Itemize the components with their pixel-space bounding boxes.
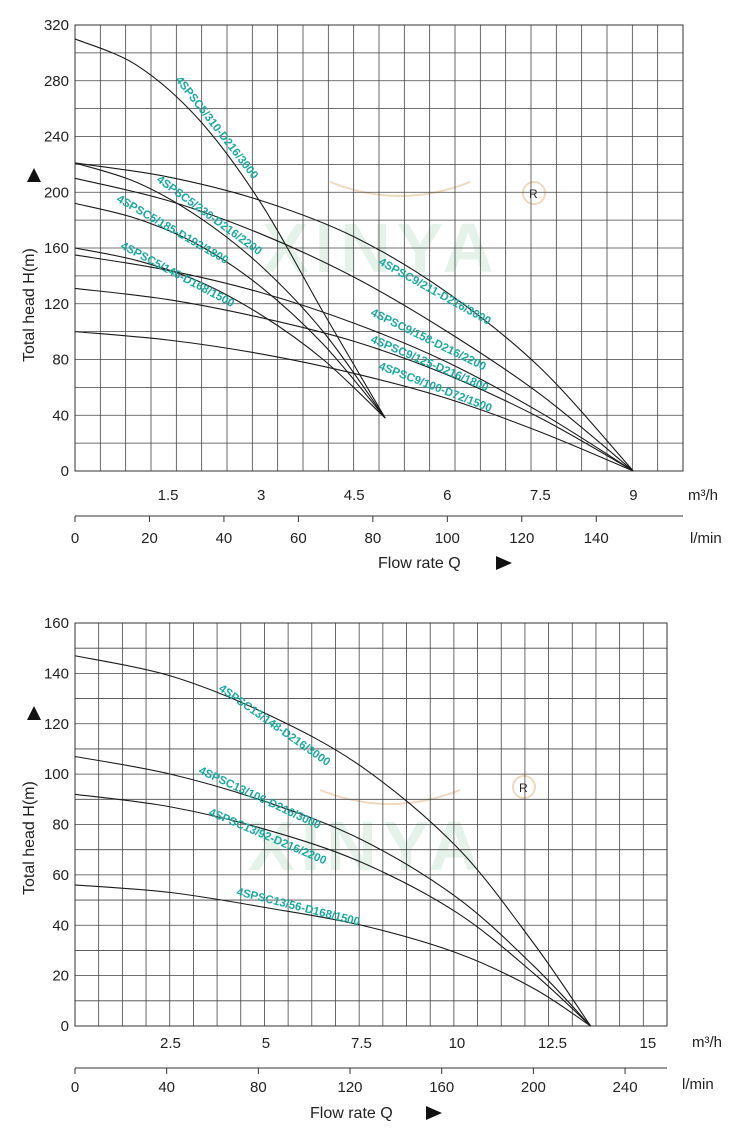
chart-1-x-ticks-m3h: 1.5 3 4.5 6 7.5 9 [158, 487, 638, 504]
chart-1-unit-lmin: l/min [690, 530, 722, 547]
x-tick-label-lmin: 60 [290, 530, 307, 547]
x-tick-label-m3h: 5 [262, 1035, 270, 1052]
x-tick-label-lmin: 40 [216, 530, 233, 547]
chart-2: XINYA R 0 20 40 60 80 100 120 140 160 2.5 5 7.5 10 1… [21, 615, 722, 1122]
chart-2-x-ticks-m3h: 2.5 5 7.5 10 12.5 15 [160, 1035, 656, 1052]
series-line [74, 287, 634, 472]
series-line [74, 884, 591, 1027]
chart-2-x-axis-title: Flow rate Q [310, 1105, 393, 1122]
x-tick-label-m3h: 7.5 [530, 487, 551, 504]
x-tick-label-m3h: 2.5 [160, 1035, 181, 1052]
watermark-registered-icon: R [519, 781, 528, 795]
y-tick-label: 80 [52, 817, 69, 834]
chart-2-unit-lmin: l/min [682, 1076, 714, 1093]
chart-1-y-axis-title: Total head H(m) [21, 248, 38, 362]
chart-1-x-axis-title: Flow rate Q [378, 555, 461, 572]
series-line [74, 655, 592, 1027]
y-tick-label: 120 [44, 296, 69, 313]
chart-2-y-axis-title: Total head H(m) [21, 781, 38, 895]
x-tick-label-lmin: 40 [158, 1079, 175, 1096]
curve-label: 4SPSC13/148-D216/3000 [216, 683, 332, 769]
y-tick-label: 100 [44, 766, 69, 783]
x-tick-label-lmin: 80 [250, 1079, 267, 1096]
x-tick-label-m3h: 4.5 [344, 487, 365, 504]
chart-2-y-arrow-icon [27, 706, 41, 720]
y-tick-label: 40 [52, 917, 69, 934]
y-tick-label: 140 [44, 665, 69, 682]
y-tick-label: 160 [44, 615, 69, 632]
x-tick-label-lmin: 200 [521, 1079, 546, 1096]
chart-2-x-arrow-icon [426, 1106, 442, 1120]
x-tick-label-lmin: 120 [338, 1079, 363, 1096]
x-tick-label-lmin: 20 [141, 530, 158, 547]
chart-2-y-ticks: 0 20 40 60 80 100 120 140 160 [44, 615, 69, 1035]
x-tick-label-lmin: 0 [71, 530, 79, 547]
x-tick-label-m3h: 1.5 [158, 487, 179, 504]
series-line [74, 755, 592, 1027]
series-line [74, 177, 634, 472]
series-line [74, 247, 386, 419]
chart-1-curves [74, 38, 634, 472]
x-tick-label-lmin: 0 [71, 1079, 79, 1096]
x-tick-label-m3h: 12.5 [538, 1035, 567, 1052]
y-tick-label: 60 [52, 867, 69, 884]
series-line [74, 254, 634, 472]
x-tick-label-lmin: 100 [435, 530, 460, 547]
chart-1-x-arrow-icon [496, 556, 512, 570]
y-tick-label: 0 [61, 463, 69, 480]
x-tick-label-lmin: 120 [509, 530, 534, 547]
series-line [74, 202, 386, 419]
y-tick-label: 280 [44, 73, 69, 90]
x-tick-label-lmin: 80 [365, 530, 382, 547]
y-tick-label: 20 [52, 968, 69, 985]
watermark-logo: XINYA R [248, 775, 536, 885]
x-tick-label-m3h: 9 [629, 487, 637, 504]
x-tick-label-m3h: 6 [443, 487, 451, 504]
watermark-text: XINYA [248, 807, 486, 885]
series-line [74, 331, 634, 472]
y-tick-label: 160 [44, 240, 69, 257]
x-tick-label-lmin: 240 [613, 1079, 638, 1096]
series-line [74, 162, 634, 472]
x-tick-label-lmin: 140 [584, 530, 609, 547]
curve-label: 4SPSC13/56-D168/1500 [235, 886, 361, 928]
series-line [74, 162, 386, 419]
curve-label: 4SPSC5/310-D216/3000 [173, 74, 260, 181]
chart-2-grid [75, 623, 667, 1026]
y-tick-label: 0 [61, 1018, 69, 1035]
chart-1-y-ticks: 0 40 80 120 160 200 240 280 320 [44, 17, 69, 480]
watermark-registered-icon: R [529, 187, 538, 201]
series-line [74, 793, 591, 1027]
x-tick-label-m3h: 15 [640, 1035, 657, 1052]
chart-2-unit-m3h: m³/h [692, 1034, 722, 1051]
x-tick-label-m3h: 10 [449, 1035, 466, 1052]
chart-1-x-ticks-lmin: 0 20 40 60 80 100 120 140 [71, 516, 609, 547]
y-tick-label: 80 [52, 352, 69, 369]
chart-1-y-arrow-icon [27, 168, 41, 182]
y-tick-label: 240 [44, 129, 69, 146]
x-tick-label-lmin: 160 [429, 1079, 454, 1096]
chart-1-unit-m3h: m³/h [688, 487, 718, 504]
series-line [74, 38, 386, 419]
chart-2-curves [74, 655, 592, 1027]
chart-2-x-ticks-lmin: 0 40 80 120 160 200 240 [71, 1068, 638, 1096]
y-tick-label: 200 [44, 184, 69, 201]
y-tick-label: 40 [52, 407, 69, 424]
y-tick-label: 320 [44, 17, 69, 34]
chart-2-frame [74, 622, 668, 1027]
y-tick-label: 120 [44, 716, 69, 733]
chart-1-grid [75, 25, 683, 471]
x-tick-label-m3h: 7.5 [351, 1035, 372, 1052]
x-tick-label-m3h: 3 [257, 487, 265, 504]
